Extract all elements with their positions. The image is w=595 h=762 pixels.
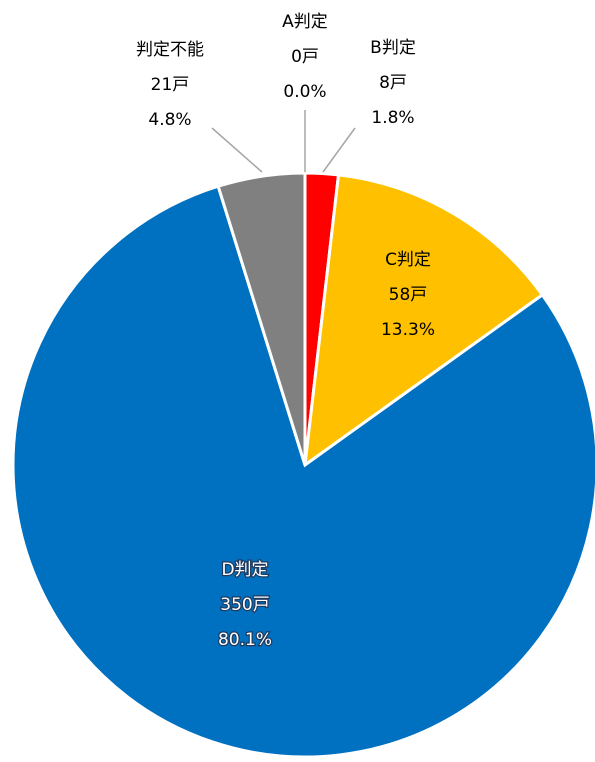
category-label: 判定不能 <box>136 40 204 60</box>
category-label: B判定 <box>370 38 416 58</box>
category-label: C判定 <box>385 250 431 270</box>
value-label: 350戸 <box>220 595 269 615</box>
percentage-label: 0.0% <box>283 82 326 102</box>
pie-slice <box>11 184 595 759</box>
value-label: 58戸 <box>389 285 428 305</box>
leader-line <box>211 127 263 173</box>
value-label: 0戸 <box>291 47 319 67</box>
value-label: 21戸 <box>151 75 190 95</box>
pie-slice <box>303 173 545 469</box>
percentage-label: 80.1% <box>218 630 272 650</box>
percentage-label: 1.8% <box>371 108 414 128</box>
percentage-label: 4.8% <box>148 110 191 130</box>
percentage-label: 13.3% <box>381 320 435 340</box>
leader-line <box>322 127 356 173</box>
category-label: A判定 <box>282 12 328 32</box>
pie-slice <box>216 171 307 466</box>
value-label: 8戸 <box>379 73 407 93</box>
category-label: D判定 <box>221 560 268 580</box>
